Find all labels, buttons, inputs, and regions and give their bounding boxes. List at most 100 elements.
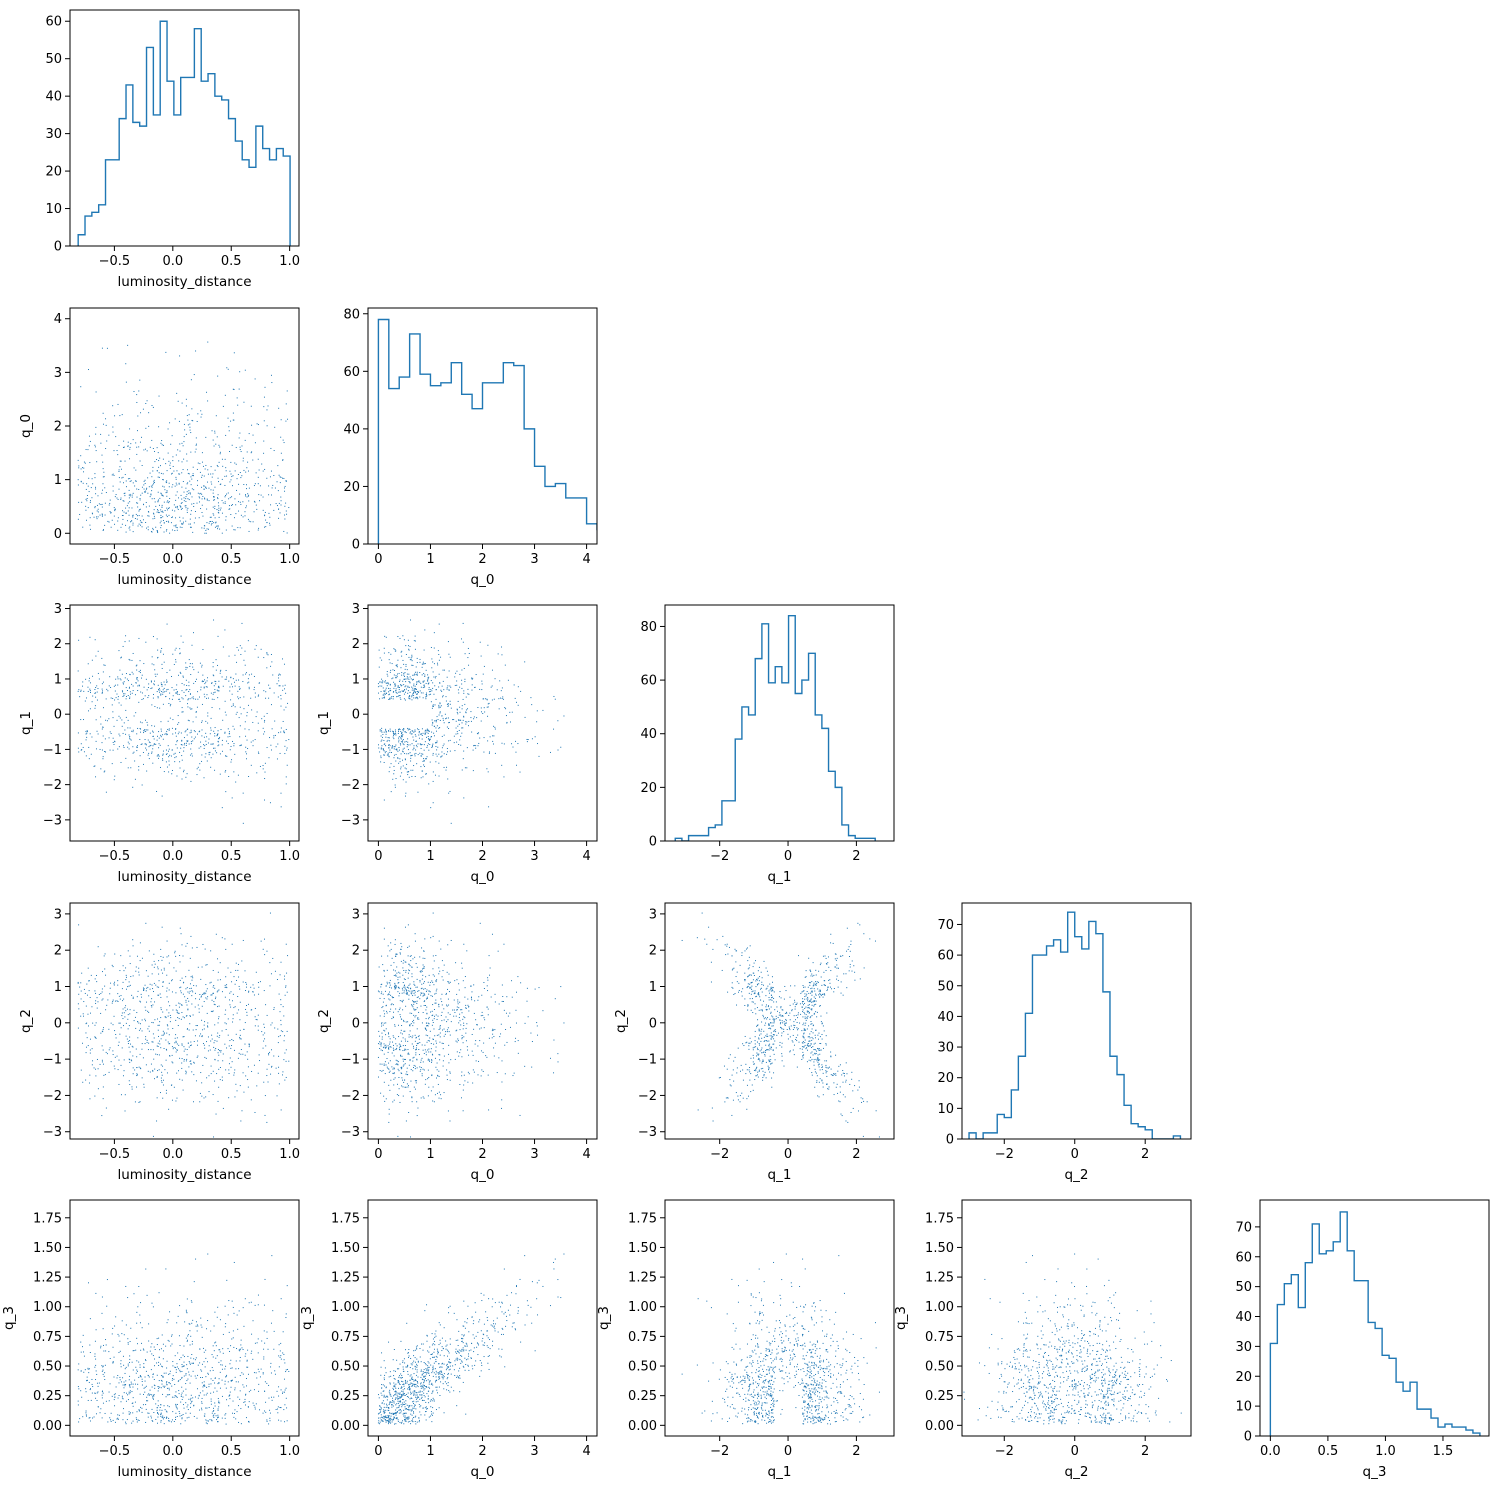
scatter-point (244, 1054, 246, 1056)
scatter-point (458, 692, 460, 694)
scatter-point (420, 686, 422, 688)
scatter-point (147, 975, 149, 977)
scatter-point (204, 756, 206, 758)
scatter-point (404, 1086, 406, 1088)
scatter-point (409, 1012, 411, 1014)
scatter-point (131, 1060, 133, 1062)
scatter-point (163, 681, 165, 683)
scatter-point (202, 495, 204, 497)
scatter-point (108, 1071, 110, 1073)
scatter-point (494, 1042, 496, 1044)
scatter-point (145, 678, 147, 680)
scatter-point (403, 675, 405, 677)
scatter-point (180, 744, 182, 746)
scatter-point (122, 1018, 124, 1020)
scatter-point (190, 748, 192, 750)
scatter-point (402, 740, 404, 742)
scatter-point (101, 347, 103, 349)
scatter-point (244, 664, 246, 666)
scatter-point (181, 682, 183, 684)
scatter-point (236, 979, 238, 981)
scatter-point (420, 1059, 422, 1061)
scatter-point (422, 663, 424, 665)
scatter-point (161, 926, 163, 928)
scatter-point (245, 495, 247, 497)
scatter-point (187, 1008, 189, 1010)
scatter-point (405, 961, 407, 963)
scatter-point (440, 656, 442, 658)
scatter-point (154, 450, 156, 452)
scatter-point (95, 692, 97, 694)
scatter-point (442, 680, 444, 682)
scatter-point (414, 933, 416, 935)
scatter-point (201, 452, 203, 454)
scatter-point (266, 950, 268, 952)
scatter-point (430, 688, 432, 690)
scatter-point (257, 458, 259, 460)
scatter-point (491, 1037, 493, 1039)
scatter-point (262, 1034, 264, 1036)
scatter-point (206, 760, 208, 762)
scatter-point (411, 1004, 413, 1006)
scatter-point (415, 1001, 417, 1003)
scatter-point (273, 509, 275, 511)
scatter-point (380, 761, 382, 763)
scatter-point (432, 705, 434, 707)
scatter-point (401, 1025, 403, 1027)
scatter-point (122, 518, 124, 520)
scatter-point (285, 480, 287, 482)
scatter-point (404, 672, 406, 674)
scatter-point (112, 966, 114, 968)
scatter-point (284, 1052, 286, 1054)
scatter-point (182, 698, 184, 700)
scatter-point (117, 529, 119, 531)
scatter-point (390, 1079, 392, 1081)
scatter-point (385, 745, 387, 747)
scatter-point (168, 989, 170, 991)
scatter-point (141, 492, 143, 494)
scatter-point (88, 980, 90, 982)
scatter-point (396, 673, 398, 675)
scatter-point (209, 1049, 211, 1051)
scatter-point (113, 743, 115, 745)
y-tick-label: 40 (640, 727, 657, 742)
scatter-point (436, 1092, 438, 1094)
scatter-point (153, 953, 155, 955)
scatter-point (470, 717, 472, 719)
scatter-point (237, 473, 239, 475)
scatter-point (165, 1089, 167, 1091)
scatter-point (162, 689, 164, 691)
scatter-point (141, 486, 143, 488)
scatter-point (235, 969, 237, 971)
scatter-point (491, 1030, 493, 1032)
scatter-point (416, 1028, 418, 1030)
scatter-point (447, 778, 449, 780)
scatter-point (104, 524, 106, 526)
scatter-point (86, 495, 88, 497)
scatter-point (218, 505, 220, 507)
scatter-point (278, 1083, 280, 1085)
scatter-point (515, 1009, 517, 1011)
scatter-point (148, 695, 150, 697)
scatter-point (214, 1080, 216, 1082)
scatter-point (459, 711, 461, 713)
scatter-point (258, 752, 260, 754)
scatter-point (166, 470, 168, 472)
scatter-point (230, 991, 232, 993)
scatter-point (422, 1049, 424, 1051)
scatter-point (399, 976, 401, 978)
scatter-point (266, 1068, 268, 1070)
scatter-point (463, 1084, 465, 1086)
scatter-point (105, 1107, 107, 1109)
scatter-point (462, 622, 464, 624)
scatter-point (135, 682, 137, 684)
scatter-point (398, 762, 400, 764)
scatter-point (457, 1001, 459, 1003)
scatter-point (151, 498, 153, 500)
scatter-point (190, 1063, 192, 1065)
scatter-point (278, 673, 280, 675)
scatter-point (388, 1121, 390, 1123)
scatter-point (187, 1009, 189, 1011)
scatter-point (449, 1071, 451, 1073)
scatter-point (135, 480, 137, 482)
